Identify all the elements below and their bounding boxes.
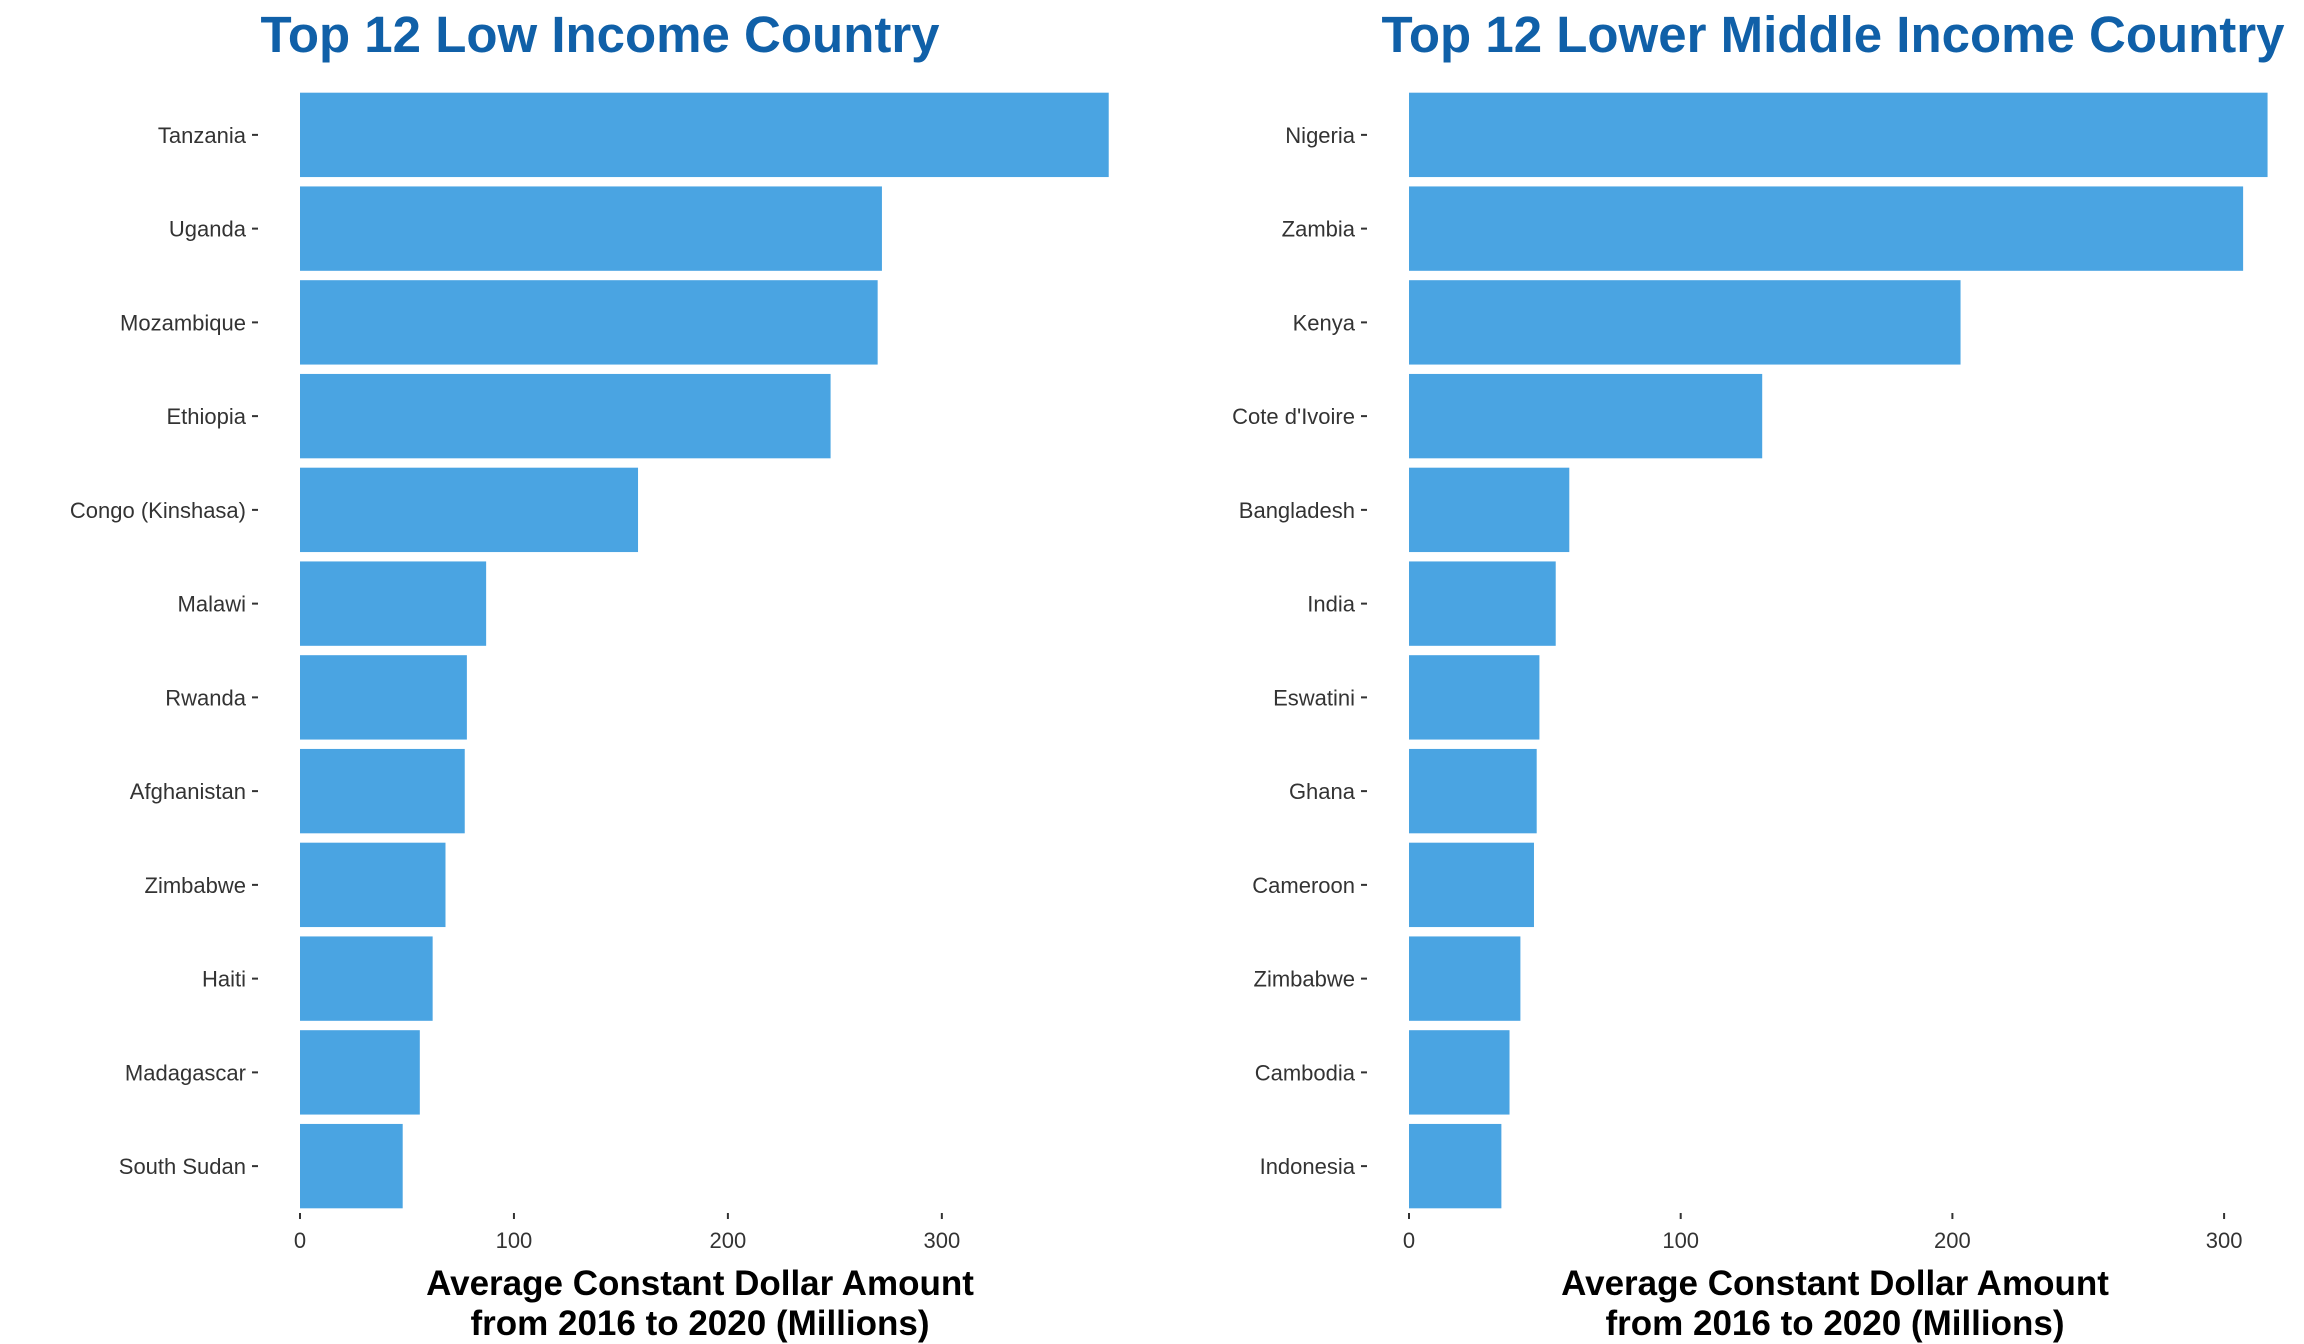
bar-zambia xyxy=(1409,186,2244,271)
y-tick-label: South Sudan xyxy=(119,1154,246,1179)
x-tick-label: 0 xyxy=(294,1228,306,1253)
bar-kenya xyxy=(1409,280,1961,365)
bar-zimbabwe xyxy=(1409,936,1521,1021)
x-tick-label: 100 xyxy=(496,1228,533,1253)
y-tick-label: Cote d'Ivoire xyxy=(1232,404,1355,429)
x-tick-label: 200 xyxy=(1934,1228,1971,1253)
y-tick-label: Cambodia xyxy=(1255,1060,1356,1085)
x-tick-label: 100 xyxy=(1662,1228,1699,1253)
y-tick-label: Nigeria xyxy=(1285,123,1355,148)
x-tick-label: 200 xyxy=(710,1228,747,1253)
bar-ghana xyxy=(1409,748,1537,834)
y-tick-label: Rwanda xyxy=(165,685,246,710)
x-axis-title-line2: from 2016 to 2020 (Millions) xyxy=(470,1304,929,1343)
bar-ethiopia xyxy=(300,373,831,459)
bar-indonesia xyxy=(1409,1123,1502,1209)
bar-cameroon xyxy=(1409,842,1534,928)
bar-congo-kinshasa- xyxy=(300,467,639,553)
y-tick-label: Uganda xyxy=(169,217,247,242)
chart-title: Top 12 Low Income Country xyxy=(260,6,940,63)
bar-rwanda xyxy=(300,655,467,740)
y-tick-label: Mozambique xyxy=(120,310,246,335)
y-tick-label: Malawi xyxy=(178,592,246,617)
y-tick-label: Bangladesh xyxy=(1239,498,1355,523)
bar-bangladesh xyxy=(1409,467,1570,553)
x-tick-label: 0 xyxy=(1403,1228,1415,1253)
x-axis-title-line2: from 2016 to 2020 (Millions) xyxy=(1605,1304,2064,1343)
y-tick-label: Indonesia xyxy=(1260,1154,1356,1179)
y-tick-label: Madagascar xyxy=(125,1060,246,1085)
panel-lower-middle-income: Top 12 Lower Middle Income Country Nigeri… xyxy=(1232,6,2285,1343)
x-tick-label: 300 xyxy=(2206,1228,2243,1253)
y-tick-label: Haiti xyxy=(202,967,246,992)
bar-madagascar xyxy=(300,1030,420,1115)
bar-eswatini xyxy=(1409,655,1540,740)
y-tick-label: Ghana xyxy=(1289,779,1356,804)
x-axis-title-line1: Average Constant Dollar Amount xyxy=(426,1264,974,1303)
bar-cambodia xyxy=(1409,1030,1510,1115)
bar-malawi xyxy=(300,561,487,646)
bar-tanzania xyxy=(300,92,1109,178)
y-tick-label: Afghanistan xyxy=(130,779,246,804)
bar-nigeria xyxy=(1409,92,2268,178)
bar-cote-d-ivoire xyxy=(1409,373,1763,459)
bar-zimbabwe xyxy=(300,842,446,928)
y-tick-label: Zimbabwe xyxy=(145,873,246,898)
bar-haiti xyxy=(300,936,433,1021)
bar-mozambique xyxy=(300,280,878,365)
y-tick-label: Tanzania xyxy=(158,123,247,148)
y-tick-label: Congo (Kinshasa) xyxy=(70,498,246,523)
x-axis-title-line1: Average Constant Dollar Amount xyxy=(1561,1264,2109,1303)
bar-uganda xyxy=(300,186,882,271)
bar-afghanistan xyxy=(300,748,465,834)
y-tick-label: Kenya xyxy=(1293,310,1356,335)
bar-south-sudan xyxy=(300,1123,403,1209)
panel-low-income: Top 12 Low Income Country Tanzania Uganda M… xyxy=(70,6,1109,1343)
y-tick-label: Ethiopia xyxy=(166,404,246,429)
bar-india xyxy=(1409,561,1556,646)
y-tick-label: Eswatini xyxy=(1273,685,1355,710)
x-tick-label: 300 xyxy=(923,1228,960,1253)
y-tick-label: India xyxy=(1307,592,1355,617)
chart-title: Top 12 Lower Middle Income Country xyxy=(1382,6,2286,63)
y-tick-label: Zimbabwe xyxy=(1254,967,1355,992)
y-tick-label: Cameroon xyxy=(1252,873,1355,898)
y-tick-label: Zambia xyxy=(1282,217,1356,242)
